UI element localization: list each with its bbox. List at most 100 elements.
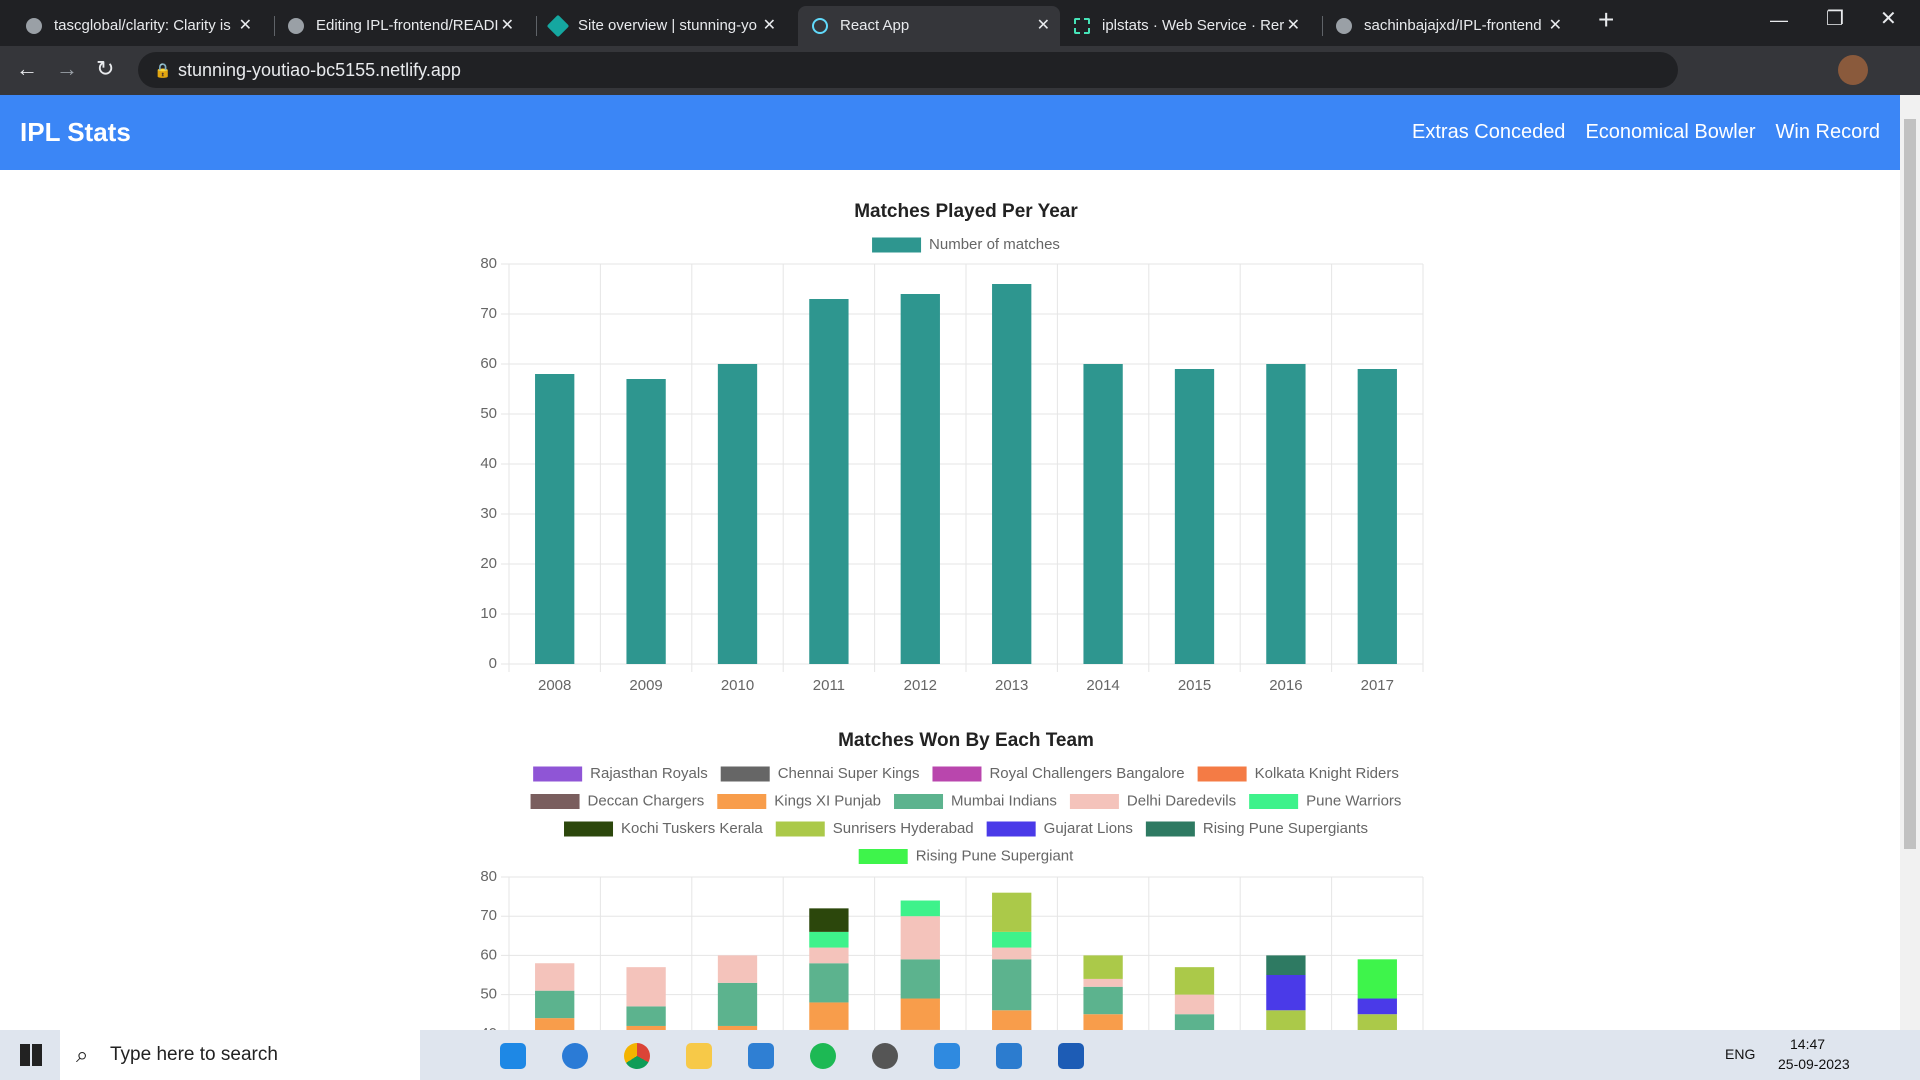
bar xyxy=(1357,1014,1397,1030)
bar xyxy=(992,959,1032,1011)
app-icon[interactable] xyxy=(686,1043,712,1069)
language[interactable]: ENG xyxy=(1725,1046,1756,1062)
legend-label: Rising Pune Supergiants xyxy=(1203,820,1368,837)
nav-link[interactable]: Win Record xyxy=(1775,121,1880,143)
scrollbar[interactable] xyxy=(1900,95,1920,1030)
restore[interactable]: ❐ xyxy=(1826,8,1844,30)
app-icon[interactable] xyxy=(996,1043,1022,1069)
bar xyxy=(992,1010,1032,1030)
start[interactable] xyxy=(20,1044,42,1066)
bar xyxy=(626,1025,666,1030)
legend-swatch xyxy=(1069,794,1119,809)
bar xyxy=(809,931,849,948)
app-icon[interactable] xyxy=(872,1043,898,1069)
tab[interactable]: Site overview | stunning-yo ✕ xyxy=(536,6,786,46)
brand[interactable]: IPL Stats xyxy=(20,117,131,147)
legend-swatch xyxy=(932,766,982,782)
x-tick-label: 2015 xyxy=(1178,677,1211,694)
taskbar: ⌕ Type here to search ENG 14:47 25-09-202… xyxy=(0,1030,1920,1080)
url-field[interactable]: 🔒 stunning-youtiao-bc5155.netlify.app xyxy=(138,52,1678,88)
bar xyxy=(717,1025,758,1030)
app-icon[interactable] xyxy=(934,1043,960,1069)
legend-label: Chennai Super Kings xyxy=(778,765,920,782)
x-tick-label: 2010 xyxy=(721,677,754,694)
bar xyxy=(1083,1014,1123,1030)
tab[interactable]: React App ✕ xyxy=(798,6,1060,46)
bar xyxy=(992,947,1032,960)
legend-label: Kings XI Punjab xyxy=(774,792,881,809)
y-tick-label: 80 xyxy=(480,255,497,272)
bar xyxy=(1266,364,1306,664)
legend-swatch xyxy=(1145,821,1195,837)
y-tick-label: 70 xyxy=(480,907,497,924)
charts: Matches Played Per Year Number of matches… xyxy=(480,201,1424,1030)
tab[interactable]: iplstats · Web Service · Rer ✕ xyxy=(1060,6,1310,46)
profile[interactable] xyxy=(1838,55,1868,85)
app-icon[interactable] xyxy=(748,1043,774,1069)
nav-link[interactable]: Economical Bowler xyxy=(1585,121,1756,143)
bar xyxy=(626,1006,666,1026)
legend-label: Sunrisers Hyderabad xyxy=(833,820,974,837)
app-icon[interactable] xyxy=(810,1043,836,1069)
bar xyxy=(900,294,940,664)
bar xyxy=(809,963,849,1003)
bar xyxy=(900,959,940,999)
app-icon[interactable] xyxy=(1058,1043,1084,1069)
legend-swatch xyxy=(533,766,583,782)
x-tick-label: 2016 xyxy=(1269,677,1302,694)
bar xyxy=(992,892,1032,932)
close[interactable]: ✕ xyxy=(1880,8,1897,30)
bar xyxy=(900,916,940,960)
legend-swatch xyxy=(1249,794,1299,809)
tab-title: Editing IPL-frontend/READI xyxy=(316,17,499,34)
y-tick-label: 60 xyxy=(480,355,497,372)
legend-label: Pune Warriors xyxy=(1306,792,1401,809)
x-tick-label: 2017 xyxy=(1361,677,1394,694)
app-icon[interactable] xyxy=(562,1043,588,1069)
forward[interactable]: → xyxy=(56,56,78,81)
x-tick-label: 2008 xyxy=(538,677,571,694)
legend-swatch xyxy=(717,794,767,809)
bar xyxy=(992,284,1032,664)
bar xyxy=(1357,998,1397,1015)
tab[interactable]: tascglobal/clarity: Clarity is ✕ xyxy=(12,6,262,46)
y-tick-label: 70 xyxy=(480,305,497,322)
y-tick-label: 60 xyxy=(480,946,497,963)
new-tab[interactable]: + xyxy=(1598,4,1615,35)
bar xyxy=(809,299,849,664)
legend-label: Royal Challengers Bangalore xyxy=(989,765,1184,782)
search-placeholder: Type here to search xyxy=(110,1044,278,1065)
search-box[interactable]: ⌕ Type here to search xyxy=(60,1030,420,1080)
nav-link[interactable]: Extras Conceded xyxy=(1412,121,1566,143)
y-tick-label: 40 xyxy=(480,1025,497,1030)
tab[interactable]: sachinbajajxd/IPL-frontend ✕ xyxy=(1322,6,1572,46)
bar xyxy=(717,982,758,1026)
bar xyxy=(1083,986,1123,1015)
app-icon[interactable] xyxy=(624,1043,650,1069)
tab[interactable]: Editing IPL-frontend/READI ✕ xyxy=(274,6,524,46)
reload[interactable]: ↻ xyxy=(96,56,115,81)
x-tick-label: 2014 xyxy=(1086,677,1119,694)
legend-swatch xyxy=(858,849,908,864)
app-icon[interactable] xyxy=(500,1043,526,1069)
legend-label: Kolkata Knight Riders xyxy=(1255,765,1399,782)
back[interactable]: ← xyxy=(16,56,38,81)
tab-bar: tascglobal/clarity: Clarity is ✕ Editing … xyxy=(0,0,1920,46)
legend-label: Deccan Chargers xyxy=(588,792,705,809)
bar xyxy=(1174,967,1215,995)
y-tick-label: 10 xyxy=(480,605,497,622)
bar xyxy=(535,374,575,664)
legend-swatch xyxy=(872,237,922,253)
bar xyxy=(1174,1014,1215,1030)
bar xyxy=(717,955,758,983)
y-tick-label: 0 xyxy=(489,655,497,672)
bar xyxy=(1357,959,1397,999)
clock-date[interactable]: 25-09-2023 xyxy=(1778,1056,1850,1072)
chart-title: Matches Played Per Year xyxy=(854,201,1078,222)
bar xyxy=(535,963,575,991)
clock-time[interactable]: 14:47 xyxy=(1790,1036,1826,1052)
url: stunning-youtiao-bc5155.netlify.app xyxy=(178,60,461,80)
minimize[interactable]: — xyxy=(1770,10,1788,30)
bar xyxy=(1083,364,1123,664)
bar xyxy=(809,1002,849,1030)
